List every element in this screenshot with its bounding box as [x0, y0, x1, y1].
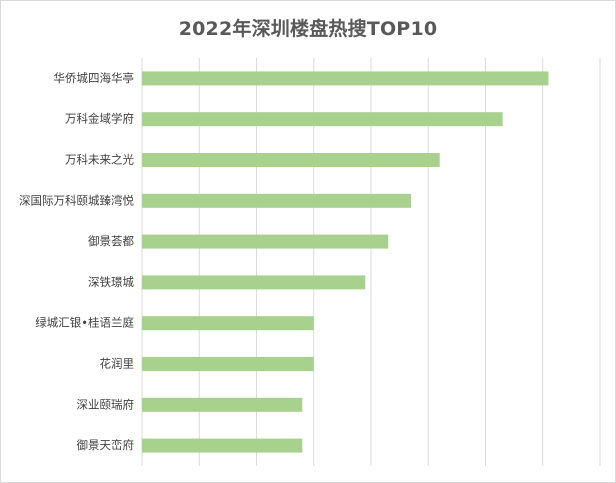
category-label: 华侨城四海华亭 — [54, 71, 135, 85]
bar — [142, 316, 314, 331]
bar — [142, 357, 314, 371]
bar — [142, 275, 366, 290]
bar — [142, 112, 503, 127]
bar — [142, 153, 440, 167]
chart-title: 2022年深圳楼盘热搜TOP10 — [178, 18, 438, 40]
category-label: 御景荟都 — [88, 234, 134, 248]
category-label: 深铁璟城 — [88, 275, 134, 289]
category-label: 绿城汇银•桂语兰庭 — [35, 316, 134, 330]
category-label: 万科未来之光 — [65, 153, 134, 167]
bar — [142, 234, 389, 249]
category-label: 御景天峦府 — [77, 438, 135, 452]
category-label: 万科金域学府 — [65, 112, 134, 126]
bar — [142, 397, 303, 412]
bar — [142, 193, 412, 208]
bar — [142, 438, 303, 453]
category-label: 深业颐瑞府 — [77, 397, 135, 411]
bar — [142, 71, 549, 86]
category-label: 花润里 — [100, 357, 135, 371]
category-label: 深国际万科颐城臻湾悦 — [19, 193, 134, 207]
